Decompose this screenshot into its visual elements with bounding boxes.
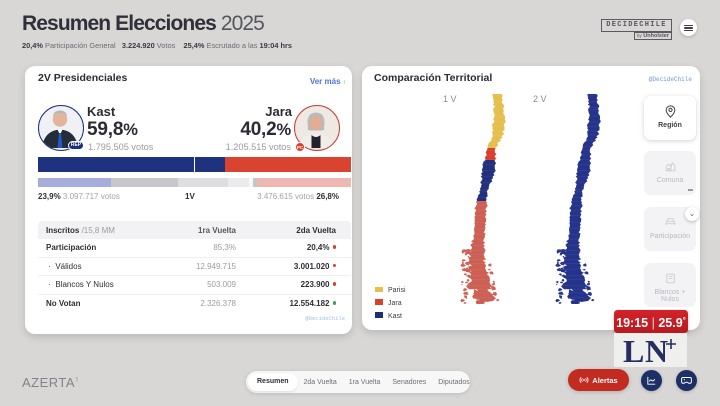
svg-text:L: L xyxy=(623,333,644,367)
svg-text:N: N xyxy=(645,333,668,367)
